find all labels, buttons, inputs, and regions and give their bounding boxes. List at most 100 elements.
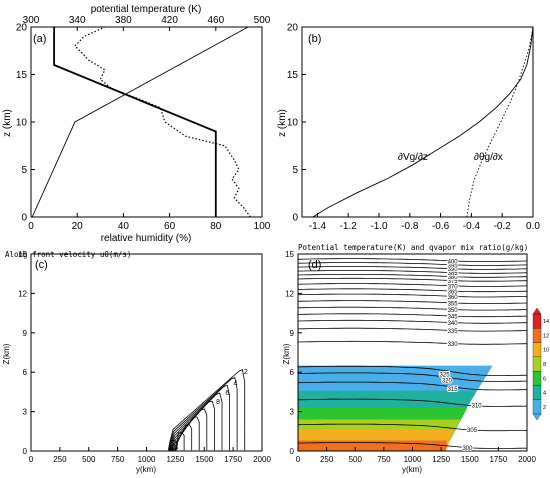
panel-a-x-tick-label: 0 bbox=[28, 221, 34, 232]
panel-d-isentrope-label: 305 bbox=[467, 428, 478, 434]
panel-c-contour-line bbox=[169, 392, 223, 451]
panel-c-x-tick-label: 1750 bbox=[224, 455, 242, 464]
panel-d-x-tick-label: 1750 bbox=[489, 455, 507, 464]
panel-d-isentrope bbox=[297, 398, 528, 407]
panel-d-x-tick-label: 0 bbox=[296, 455, 301, 464]
panel-d-isentrope-label: 355 bbox=[448, 301, 459, 307]
panel-b-x-tick-label: -0.6 bbox=[432, 221, 450, 232]
colorbar-segment bbox=[532, 313, 542, 329]
panel-d-x-tick-label: 1000 bbox=[404, 455, 422, 464]
panel-d-isentrope bbox=[297, 277, 528, 282]
panel-d-title: Potential temperature(K) and qvapor mix … bbox=[298, 243, 528, 252]
panel-a-x-tick-label: 40 bbox=[118, 221, 130, 232]
panel-c-frame bbox=[30, 253, 263, 452]
panel-a-top-tick-label: 460 bbox=[207, 15, 224, 26]
panel-a-top-tick-label: 500 bbox=[254, 15, 271, 26]
panel-b-x-tick-label: -1.2 bbox=[340, 221, 358, 232]
panel-d-isentrope bbox=[297, 288, 528, 293]
panel-b-frame bbox=[301, 26, 534, 218]
panel-d-isentrope-label: 365 bbox=[448, 290, 459, 296]
panel-d-isentrope bbox=[297, 442, 528, 449]
panel-d-isentrope bbox=[297, 270, 528, 274]
panel-b-x-tick-label: 0.0 bbox=[526, 221, 540, 232]
colorbar-segment bbox=[532, 342, 542, 358]
panel-d-isentrope bbox=[297, 293, 528, 298]
colorbar-tick-label: 8 bbox=[543, 362, 546, 368]
panel-c-y-tick-label: 0 bbox=[23, 447, 28, 456]
panel-b-x-tick-label: -0.2 bbox=[494, 221, 512, 232]
panel-b-y-axis-label: z (km) bbox=[277, 109, 288, 137]
panel-c-contour-line bbox=[172, 432, 185, 451]
colorbar-top-arrow bbox=[532, 307, 542, 315]
panel-a-x-tick-label: 60 bbox=[164, 221, 176, 232]
panel-c-x-tick-label: 1500 bbox=[195, 455, 213, 464]
panel-c-x-tick-label: 750 bbox=[111, 455, 125, 464]
colorbar-segment bbox=[532, 399, 542, 415]
panel-b-panel-label: (b) bbox=[308, 33, 321, 45]
panel-d-y-tick-label: 15 bbox=[285, 250, 294, 259]
panel-d-isentrope-label: 390 bbox=[448, 267, 459, 273]
panel-c-contour-label: 2 bbox=[244, 369, 248, 376]
panel-d-isentrope-label: 400 bbox=[448, 259, 459, 265]
panel-b-x-tick-label: -1.4 bbox=[309, 221, 327, 232]
panel-d-isentrope-label: 345 bbox=[448, 314, 459, 320]
panel-c-contour-line bbox=[171, 416, 200, 451]
panel-d-isentrope-label: 360 bbox=[448, 295, 459, 301]
panel-d-isentrope-label: 340 bbox=[448, 321, 459, 327]
panel-b-series-line bbox=[466, 26, 534, 218]
panel-d-isentrope bbox=[297, 365, 528, 376]
panel-c-y-tick-label: 3 bbox=[23, 408, 28, 417]
panel-b-y-tick-label: 5 bbox=[292, 165, 298, 176]
colorbar-tick-label: 4 bbox=[543, 391, 546, 397]
panel-a-axes: 0 20 40 60 80 100 300 340 380 420 460 500 0 5 10 15 20 bbox=[16, 15, 271, 232]
panel-d-y-tick-label: 6 bbox=[290, 368, 295, 377]
colorbar-tick-label: 14 bbox=[543, 319, 549, 325]
panel-c-y-tick-label: 15 bbox=[18, 250, 27, 259]
panel-c-x-tick-label: 500 bbox=[82, 455, 96, 464]
panel-b-series-line bbox=[312, 26, 534, 218]
panel-a-x-tick-label: 20 bbox=[72, 221, 84, 232]
colorbar-segment bbox=[532, 328, 542, 343]
panel-c-panel-label: (c) bbox=[35, 259, 48, 271]
panel-b-x-tick-label: -0.8 bbox=[401, 221, 419, 232]
panel-a-y-tick-label: 5 bbox=[21, 165, 27, 176]
panel-d-isentrope bbox=[297, 258, 528, 262]
panel-d-isentrope-label: 335 bbox=[448, 329, 459, 335]
panel-d-colorbar: 2 4 6 8 10 12 14 bbox=[532, 307, 549, 421]
panel-c-y-tick-label: 6 bbox=[23, 368, 28, 377]
panel-b-series-label-dvg-dz: ∂Vg/∂z bbox=[398, 152, 428, 163]
panel-d-x-tick-label: 1500 bbox=[461, 455, 479, 464]
colorbar-tick-label: 12 bbox=[543, 333, 549, 339]
panel-b: (b) z (km) -1.4 -1.2 -1.0 -0.8 -0.6 -0.4 -0.2 0… bbox=[277, 23, 540, 233]
panel-c-contour-label: 8 bbox=[216, 399, 220, 406]
panel-d-isentrope-label: 375 bbox=[448, 279, 459, 285]
panel-d-isentrope bbox=[297, 372, 528, 382]
panel-b-series-label-dtheta-dx: ∂θg/∂x bbox=[474, 152, 503, 163]
panel-d: Potential temperature(K) and qvapor mix … bbox=[282, 243, 549, 474]
panel-d-y-axis-label: Z(km) bbox=[282, 343, 291, 364]
panel-d-isentrope bbox=[297, 283, 528, 287]
panel-c-contour-line bbox=[171, 424, 193, 451]
panel-d-x-tick-label: 500 bbox=[349, 455, 363, 464]
panel-d-isentrope bbox=[297, 423, 528, 432]
panel-d-isentrope-label: 350 bbox=[448, 308, 459, 314]
panel-d-y-tick-label: 0 bbox=[290, 447, 295, 456]
panel-c-x-tick-label: 1250 bbox=[166, 455, 184, 464]
panel-c-contour-line bbox=[168, 376, 238, 451]
colorbar-bottom-arrow bbox=[532, 413, 542, 421]
panel-d-y-tick-label: 3 bbox=[290, 408, 295, 417]
panel-c-x-tick-label: 1000 bbox=[138, 455, 156, 464]
panel-a-y-tick-label: 20 bbox=[16, 23, 28, 34]
panel-d-y-tick-label: 12 bbox=[285, 289, 294, 298]
colorbar-segment bbox=[532, 385, 542, 400]
colorbar-tick-label: 6 bbox=[543, 376, 546, 382]
panel-a-frame bbox=[30, 26, 263, 218]
panel-c-contour-line bbox=[169, 384, 230, 451]
panel-a-top-tick-label: 300 bbox=[23, 15, 40, 26]
panel-d-isentrope bbox=[297, 340, 528, 345]
panel-d-isentrope bbox=[297, 274, 528, 278]
panel-a-top-tick-label: 420 bbox=[161, 15, 178, 26]
panel-d-isentrope-label: 385 bbox=[448, 271, 459, 277]
panel-b-y-tick-label: 10 bbox=[287, 118, 299, 129]
